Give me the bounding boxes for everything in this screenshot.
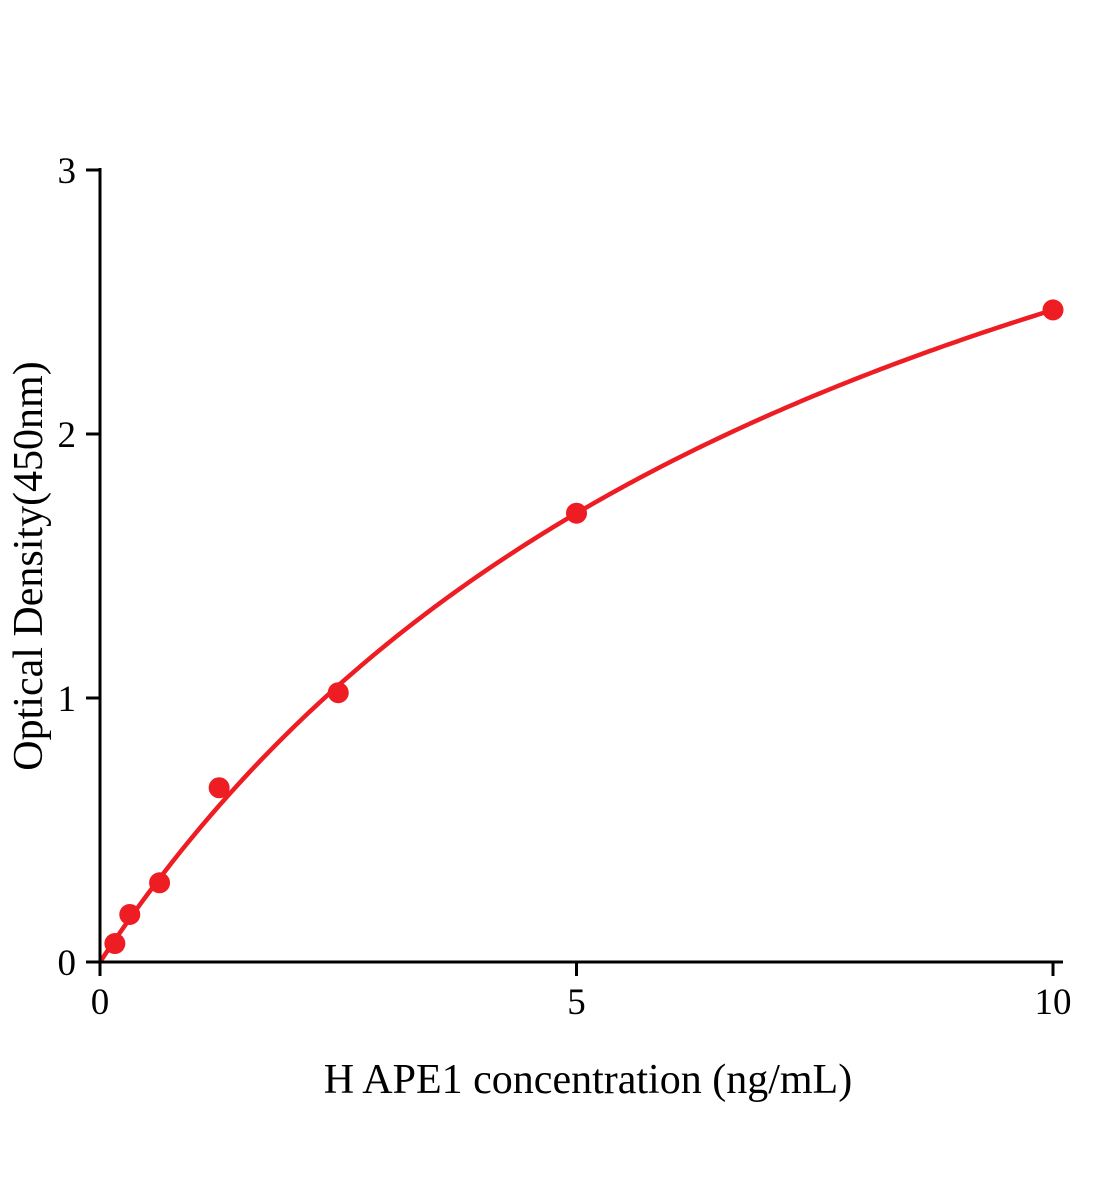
x-tick-label: 5 xyxy=(567,982,586,1023)
x-tick-label: 0 xyxy=(91,982,110,1023)
y-tick-label: 1 xyxy=(58,679,77,720)
y-tick-label: 3 xyxy=(58,151,77,192)
data-point xyxy=(327,682,349,704)
y-tick-label: 2 xyxy=(58,415,77,456)
data-point xyxy=(119,903,141,925)
data-points-layer xyxy=(104,299,1064,955)
x-tick-label: 10 xyxy=(1035,982,1072,1023)
data-point xyxy=(1042,299,1064,321)
data-point xyxy=(104,933,126,955)
x-axis-title: H APE1 concentration (ng/mL) xyxy=(324,1057,852,1103)
y-axis-title: Optical Density(450nm) xyxy=(6,361,52,770)
data-point xyxy=(566,502,587,524)
data-point xyxy=(149,872,171,894)
data-point xyxy=(208,777,230,799)
fit-curve-layer xyxy=(97,307,1056,965)
fit-curve xyxy=(97,307,1056,965)
axes-layer: 0 5 10 0 1 2 3 xyxy=(58,151,1072,1023)
y-tick-label: 0 xyxy=(58,943,77,984)
